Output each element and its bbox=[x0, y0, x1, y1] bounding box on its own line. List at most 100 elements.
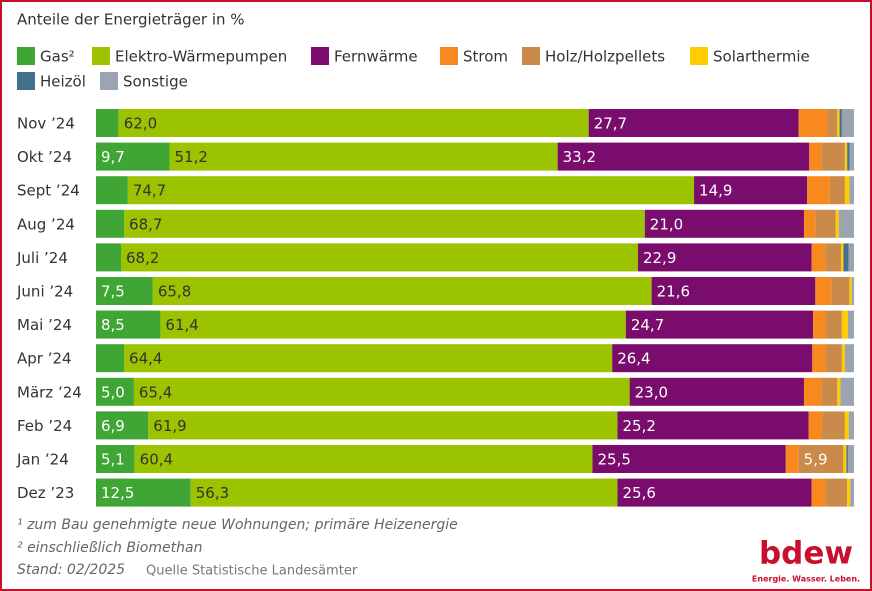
y-tick-label: Jan ’24 bbox=[16, 451, 69, 469]
bar-segment bbox=[850, 478, 854, 507]
bar-segment bbox=[821, 142, 845, 171]
value-label: 25,6 bbox=[623, 484, 656, 502]
y-tick-label: Aug ’24 bbox=[17, 215, 75, 233]
legend-label: Fernwärme bbox=[334, 48, 418, 66]
legend-label: Sonstige bbox=[123, 73, 188, 91]
bar-segment bbox=[844, 411, 849, 440]
value-label: 61,9 bbox=[153, 417, 186, 435]
bar-segment bbox=[812, 344, 826, 373]
legend-label: Solarthermie bbox=[713, 48, 810, 66]
bar-segment bbox=[838, 209, 854, 238]
bar-segment bbox=[803, 377, 822, 406]
value-label: 7,5 bbox=[101, 283, 125, 301]
bar-segment bbox=[844, 176, 850, 205]
value-label: 14,9 bbox=[699, 182, 732, 200]
y-tick-label: Okt ’24 bbox=[17, 148, 72, 166]
value-label: 5,9 bbox=[804, 451, 828, 469]
bar-segment bbox=[121, 243, 638, 272]
bar-segment bbox=[851, 277, 854, 305]
bar-segment bbox=[169, 142, 558, 171]
bar-segment bbox=[811, 478, 826, 507]
bar-segment bbox=[637, 243, 812, 272]
bar-segment bbox=[837, 377, 841, 406]
bar-segment bbox=[809, 142, 822, 171]
bar-segment bbox=[849, 277, 852, 305]
bar-segment bbox=[844, 142, 848, 171]
bar-segment bbox=[96, 445, 135, 473]
y-tick-label: Apr ’24 bbox=[17, 350, 72, 368]
legend-swatch bbox=[440, 47, 458, 65]
bar-segment bbox=[813, 310, 826, 339]
bar-segment bbox=[798, 445, 844, 473]
bar-segment bbox=[152, 277, 652, 305]
bar-segment bbox=[96, 411, 149, 440]
bar-segment bbox=[843, 445, 847, 473]
value-label: 21,0 bbox=[650, 215, 683, 233]
bar-segment bbox=[625, 310, 814, 339]
y-tick-label: Sept ’24 bbox=[17, 182, 80, 200]
bar-segment bbox=[96, 243, 122, 272]
bar-segment bbox=[592, 445, 786, 473]
bar-segment bbox=[96, 310, 161, 339]
y-tick-label: Nov ’24 bbox=[17, 115, 75, 133]
bar-segment bbox=[843, 243, 849, 272]
bar-segment bbox=[807, 176, 830, 205]
legend-label: Holz/Holzpellets bbox=[545, 48, 665, 66]
bar-segment bbox=[96, 176, 128, 205]
bar-segment bbox=[841, 344, 845, 373]
legend-label: Strom bbox=[463, 48, 508, 66]
bar-segment bbox=[840, 377, 854, 406]
bar-segment bbox=[815, 209, 836, 238]
bar-segment bbox=[588, 109, 799, 137]
bar-segment bbox=[844, 344, 854, 373]
legend-swatch bbox=[311, 47, 329, 65]
bar-segment bbox=[848, 411, 854, 440]
legend-swatch bbox=[17, 47, 35, 65]
bar-segment bbox=[557, 142, 810, 171]
bar-segment bbox=[644, 209, 804, 238]
value-label: 27,7 bbox=[594, 115, 627, 133]
legend-swatch bbox=[100, 72, 118, 90]
bar-segment bbox=[811, 243, 826, 272]
bar-segment bbox=[134, 445, 593, 473]
bar-segment bbox=[848, 243, 854, 272]
bar-segment bbox=[617, 478, 812, 507]
bar-segment bbox=[96, 209, 125, 238]
bar-segment bbox=[841, 243, 844, 272]
value-label: 62,0 bbox=[124, 115, 157, 133]
value-label: 60,4 bbox=[140, 451, 173, 469]
legend-label: Gas² bbox=[40, 48, 75, 66]
bar-segment bbox=[821, 377, 838, 406]
value-label: 65,4 bbox=[139, 383, 172, 401]
value-label: 24,7 bbox=[631, 316, 664, 334]
bar-segment bbox=[124, 209, 645, 238]
value-label: 23,0 bbox=[635, 383, 668, 401]
bar-segment bbox=[160, 310, 626, 339]
bar-segment bbox=[841, 109, 854, 137]
bar-segment bbox=[617, 411, 809, 440]
value-label: 5,0 bbox=[101, 383, 125, 401]
value-label: 21,6 bbox=[657, 283, 690, 301]
legend-swatch bbox=[690, 47, 708, 65]
value-label: 25,2 bbox=[623, 417, 656, 435]
value-label: 56,3 bbox=[196, 484, 229, 502]
bar-segment bbox=[96, 344, 125, 373]
bar-segment bbox=[133, 377, 630, 406]
bar-segment bbox=[835, 209, 839, 238]
y-tick-label: Juni ’24 bbox=[16, 283, 73, 301]
bar-segment bbox=[612, 344, 813, 373]
logo: bdew bbox=[759, 536, 853, 572]
bar-segment bbox=[148, 411, 618, 440]
bar-segment bbox=[829, 176, 845, 205]
bar-segment bbox=[847, 310, 854, 339]
value-label: 8,5 bbox=[101, 316, 125, 334]
value-label: 74,7 bbox=[133, 182, 166, 200]
value-label: 6,9 bbox=[101, 417, 125, 435]
value-label: 5,1 bbox=[101, 451, 125, 469]
bar-segment bbox=[629, 377, 804, 406]
bar-segment bbox=[118, 109, 589, 137]
bar-segment bbox=[839, 109, 842, 137]
bar-segment bbox=[827, 109, 838, 137]
bar-segment bbox=[96, 377, 134, 406]
bar-segment bbox=[825, 310, 842, 339]
